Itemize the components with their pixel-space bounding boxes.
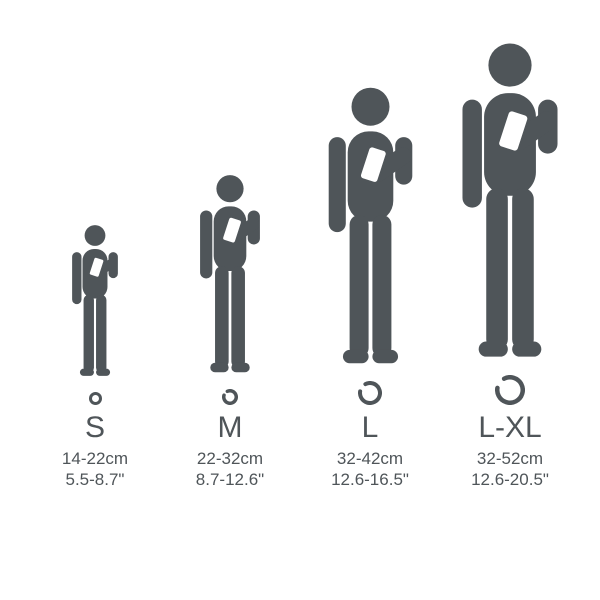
size-label: S <box>62 411 128 444</box>
measure-inches: 12.6-16.5" <box>331 469 409 490</box>
size-column-lxl: L-XL 32-52cm12.6-20.5" <box>440 37 580 491</box>
person-icon <box>323 82 418 367</box>
measure-inches: 8.7-12.6" <box>196 469 264 490</box>
size-column-m: M 22-32cm8.7-12.6" <box>170 171 290 491</box>
measure-cm: 32-52cm <box>471 448 549 469</box>
measure-inches: 12.6-20.5" <box>471 469 549 490</box>
measure-cm: 32-42cm <box>331 448 409 469</box>
measure-inches: 5.5-8.7" <box>62 469 128 490</box>
size-labels: L 32-42cm12.6-16.5" <box>331 411 409 491</box>
size-labels: L-XL 32-52cm12.6-20.5" <box>471 411 549 491</box>
size-labels: S 14-22cm5.5-8.7" <box>62 411 128 491</box>
size-label: L-XL <box>471 411 549 444</box>
size-label: M <box>196 411 264 444</box>
cuff-ring-icon <box>89 392 102 405</box>
size-chart: S 14-22cm5.5-8.7" M 22-32cm8.7-12.6" <box>0 0 600 600</box>
size-column-s: S 14-22cm5.5-8.7" <box>40 222 150 491</box>
person-icon <box>196 171 264 375</box>
size-column-l: L 32-42cm12.6-16.5" <box>305 82 435 491</box>
cuff-ring-icon <box>358 381 382 405</box>
measure-cm: 22-32cm <box>196 448 264 469</box>
cuff-ring-icon <box>222 389 238 405</box>
person-icon <box>456 37 564 361</box>
size-labels: M 22-32cm8.7-12.6" <box>196 411 264 491</box>
measure-cm: 14-22cm <box>62 448 128 469</box>
size-label: L <box>331 411 409 444</box>
person-icon <box>69 222 121 378</box>
cuff-ring-icon <box>495 375 525 405</box>
